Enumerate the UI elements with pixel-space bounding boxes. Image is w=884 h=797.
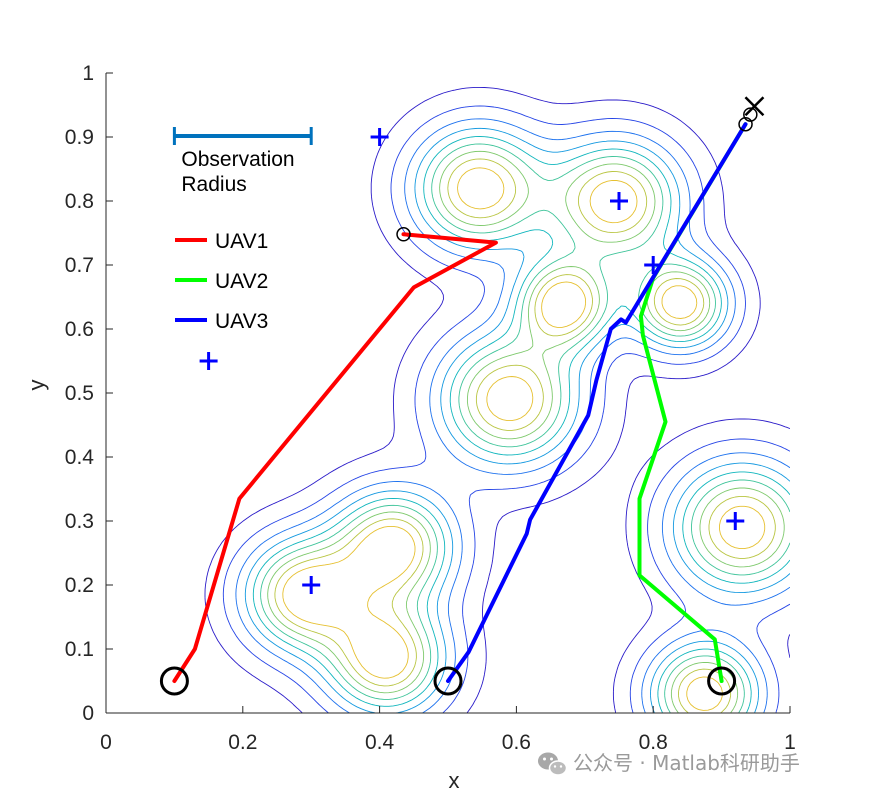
y-tick-label: 0.5 (65, 382, 94, 405)
start-marker (707, 666, 737, 696)
goal-marker-stroke-2 (744, 96, 765, 117)
legend-label-uav2: UAV2 (215, 270, 268, 293)
y-tick-label: 0.2 (65, 574, 94, 597)
y-tick-label: 0 (82, 702, 94, 725)
start-marker (433, 666, 463, 696)
series-line-uav3 (446, 122, 748, 683)
target-marker (370, 128, 389, 146)
y-tick-label: 0.1 (65, 638, 94, 661)
contour-level-6 (260, 143, 790, 713)
x-tick-label: 0.2 (228, 731, 257, 754)
observation-radius-label-line1: Observation (181, 148, 294, 171)
contour-level-3 (235, 118, 790, 713)
goal-marker (744, 96, 765, 117)
plot-area (159, 86, 790, 713)
legend: UAV1 UAV2 UAV3 (175, 230, 268, 333)
end-marker (743, 107, 758, 122)
legend-label-uav3: UAV3 (215, 310, 268, 333)
observation-radius-indicator: Observation Radius (172, 127, 313, 196)
markers (159, 96, 765, 696)
y-tick-label: 0.3 (65, 510, 94, 533)
end-marker (738, 116, 753, 132)
contour-level-8 (274, 158, 776, 713)
x-axis-label: x (449, 768, 460, 793)
legend-label-uav1: UAV1 (215, 230, 268, 253)
y-tick-label: 0.7 (65, 254, 94, 277)
y-ticks: 0 0.1 0.2 0.3 0.4 0.5 0.6 0.7 0.8 0.9 1 (65, 62, 113, 725)
target-marker (199, 352, 218, 370)
series-line-uav1 (172, 232, 498, 683)
contour-level-7 (267, 150, 785, 713)
observation-radius-label-line2: Radius (181, 173, 246, 196)
watermark: 公众号 · Matlab科研助手 (538, 751, 800, 776)
wechat-icon (538, 752, 568, 776)
contour-level-1 (204, 86, 790, 713)
x-tick-label: 1 (784, 731, 796, 754)
y-tick-label: 0.4 (65, 446, 95, 469)
y-tick-label: 0.8 (65, 190, 94, 213)
end-marker (396, 227, 411, 242)
x-tick-label: 0.6 (502, 731, 531, 754)
y-tick-label: 0.6 (65, 318, 94, 341)
start-marker (159, 666, 189, 696)
watermark-text: 公众号 · Matlab科研助手 (573, 751, 800, 775)
target-marker (644, 256, 663, 274)
contour-level-9 (282, 167, 766, 711)
y-axis-label: y (24, 380, 49, 391)
contour-level-4 (244, 127, 790, 713)
x-tick-label: 0 (100, 731, 112, 754)
target-marker (610, 192, 628, 210)
x-tick-label: 0.8 (639, 731, 668, 754)
y-tick-label: 0.9 (65, 126, 94, 149)
uav-paths (172, 122, 748, 683)
target-marker (302, 576, 321, 594)
x-tick-label: 0.4 (365, 731, 395, 754)
axes: 0 0.2 0.4 0.6 0.8 1 0 0.1 0.2 0.3 0.4 0.5 0.6 0.7 0.8… (24, 62, 796, 793)
y-tick-label: 1 (82, 62, 94, 85)
x-ticks: 0 0.2 0.4 0.6 0.8 1 (100, 706, 796, 754)
target-marker (726, 512, 745, 530)
series-line-uav2 (637, 122, 748, 683)
